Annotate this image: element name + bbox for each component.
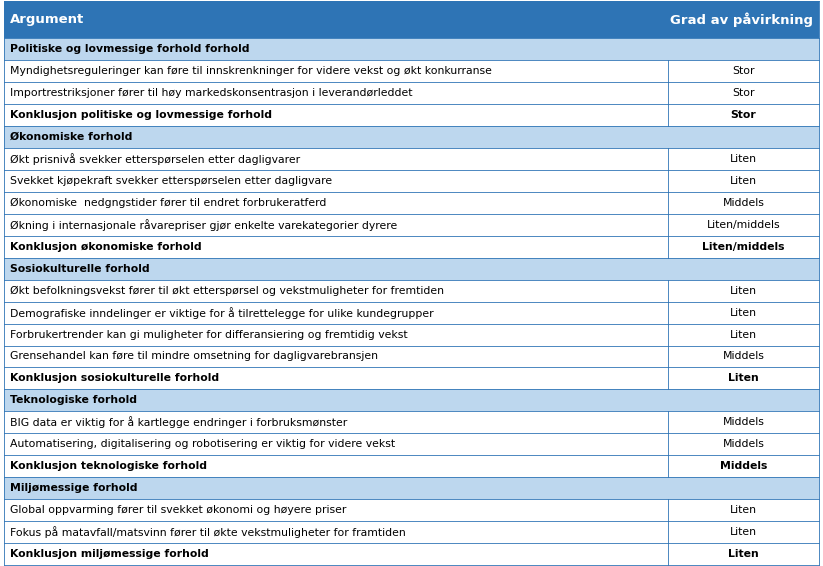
Bar (4, 521, 819, 543)
Bar (4, 104, 819, 126)
Text: Fokus på matavfall/matsvinn fører til økte vekstmuligheter for framtiden: Fokus på matavfall/matsvinn fører til øk… (10, 526, 406, 538)
Text: Liten/middels: Liten/middels (707, 220, 780, 230)
Text: Økt befolkningsvekst fører til økt etterspørsel og vekstmuligheter for fremtiden: Økt befolkningsvekst fører til økt etter… (10, 286, 444, 296)
Bar (4, 280, 819, 302)
Text: Teknologiske forhold: Teknologiske forhold (10, 396, 137, 405)
Text: Middels: Middels (723, 439, 765, 449)
Text: Liten: Liten (730, 307, 757, 318)
Text: Automatisering, digitalisering og robotisering er viktig for videre vekst: Automatisering, digitalisering og roboti… (10, 439, 395, 449)
Text: Stor: Stor (732, 88, 755, 98)
Text: Konklusjon politiske og lovmessige forhold: Konklusjon politiske og lovmessige forho… (10, 110, 272, 120)
Bar (4, 236, 819, 258)
Text: Økonomiske forhold: Økonomiske forhold (10, 132, 133, 142)
Text: Konklusjon teknologiske forhold: Konklusjon teknologiske forhold (10, 461, 207, 471)
Text: Liten: Liten (730, 527, 757, 537)
Text: Svekket kjøpekraft svekker etterspørselen etter dagligvare: Svekket kjøpekraft svekker etterspørsele… (10, 176, 332, 186)
Bar (4, 192, 819, 214)
Text: Stor: Stor (731, 110, 756, 120)
Bar (4, 170, 819, 192)
Bar (4, 126, 819, 148)
Text: Liten/middels: Liten/middels (702, 242, 785, 252)
Text: Liten: Liten (730, 329, 757, 340)
Text: Miljømessige forhold: Miljømessige forhold (10, 483, 137, 493)
Bar (4, 477, 819, 499)
Text: Myndighetsreguleringer kan føre til innskrenkninger for videre vekst og økt konk: Myndighetsreguleringer kan føre til inns… (10, 66, 492, 76)
Bar (4, 302, 819, 324)
Text: Grad av påvirkning: Grad av påvirkning (670, 12, 813, 27)
Text: Middels: Middels (723, 417, 765, 427)
Text: Konklusjon miljømessige forhold: Konklusjon miljømessige forhold (10, 549, 208, 559)
Text: Økt prisnivå svekker etterspørselen etter dagligvarer: Økt prisnivå svekker etterspørselen ette… (10, 153, 300, 165)
Text: Økning i internasjonale råvarepriser gjør enkelte varekategorier dyrere: Økning i internasjonale råvarepriser gjø… (10, 219, 398, 231)
Text: Liten: Liten (730, 176, 757, 186)
Bar (4, 324, 819, 345)
Text: Argument: Argument (10, 13, 84, 26)
Text: Sosiokulturelle forhold: Sosiokulturelle forhold (10, 264, 150, 274)
Text: Politiske og lovmessige forhold forhold: Politiske og lovmessige forhold forhold (10, 44, 249, 54)
Bar (4, 148, 819, 170)
Bar (4, 214, 819, 236)
Text: Global oppvarming fører til svekket økonomi og høyere priser: Global oppvarming fører til svekket økon… (10, 505, 346, 515)
Text: Liten: Liten (728, 549, 759, 559)
Text: Stor: Stor (732, 66, 755, 76)
Text: Forbrukertrender kan gi muligheter for differansiering og fremtidig vekst: Forbrukertrender kan gi muligheter for d… (10, 329, 407, 340)
Bar (4, 455, 819, 477)
Bar (4, 258, 819, 280)
Bar (4, 1, 819, 38)
Text: Økonomiske  nedgngstider fører til endret forbrukeratferd: Økonomiske nedgngstider fører til endret… (10, 198, 326, 208)
Bar (4, 389, 819, 411)
Text: Grensehandel kan føre til mindre omsetning for dagligvarebransjen: Grensehandel kan føre til mindre omsetni… (10, 351, 378, 362)
Text: Liten: Liten (730, 505, 757, 515)
Text: Konklusjon økonomiske forhold: Konklusjon økonomiske forhold (10, 242, 202, 252)
Bar (4, 411, 819, 433)
Text: Middels: Middels (723, 198, 765, 208)
Bar (4, 499, 819, 521)
Bar (4, 543, 819, 565)
Text: Konklusjon sosiokulturelle forhold: Konklusjon sosiokulturelle forhold (10, 374, 219, 383)
Text: Importrestriksjoner fører til høy markedskonsentrasjon i leverandørleddet: Importrestriksjoner fører til høy marked… (10, 88, 412, 98)
Text: Demografiske inndelinger er viktige for å tilrettelegge for ulike kundegrupper: Demografiske inndelinger er viktige for … (10, 307, 434, 319)
Bar (4, 345, 819, 367)
Text: Liten: Liten (730, 286, 757, 295)
Bar (4, 433, 819, 455)
Text: Liten: Liten (730, 154, 757, 164)
Bar (4, 38, 819, 61)
Text: Middels: Middels (723, 351, 765, 362)
Bar (4, 82, 819, 104)
Bar (4, 367, 819, 389)
Text: BIG data er viktig for å kartlegge endringer i forbruksmønster: BIG data er viktig for å kartlegge endri… (10, 417, 347, 428)
Bar (4, 61, 819, 82)
Text: Middels: Middels (720, 461, 767, 471)
Text: Liten: Liten (728, 374, 759, 383)
